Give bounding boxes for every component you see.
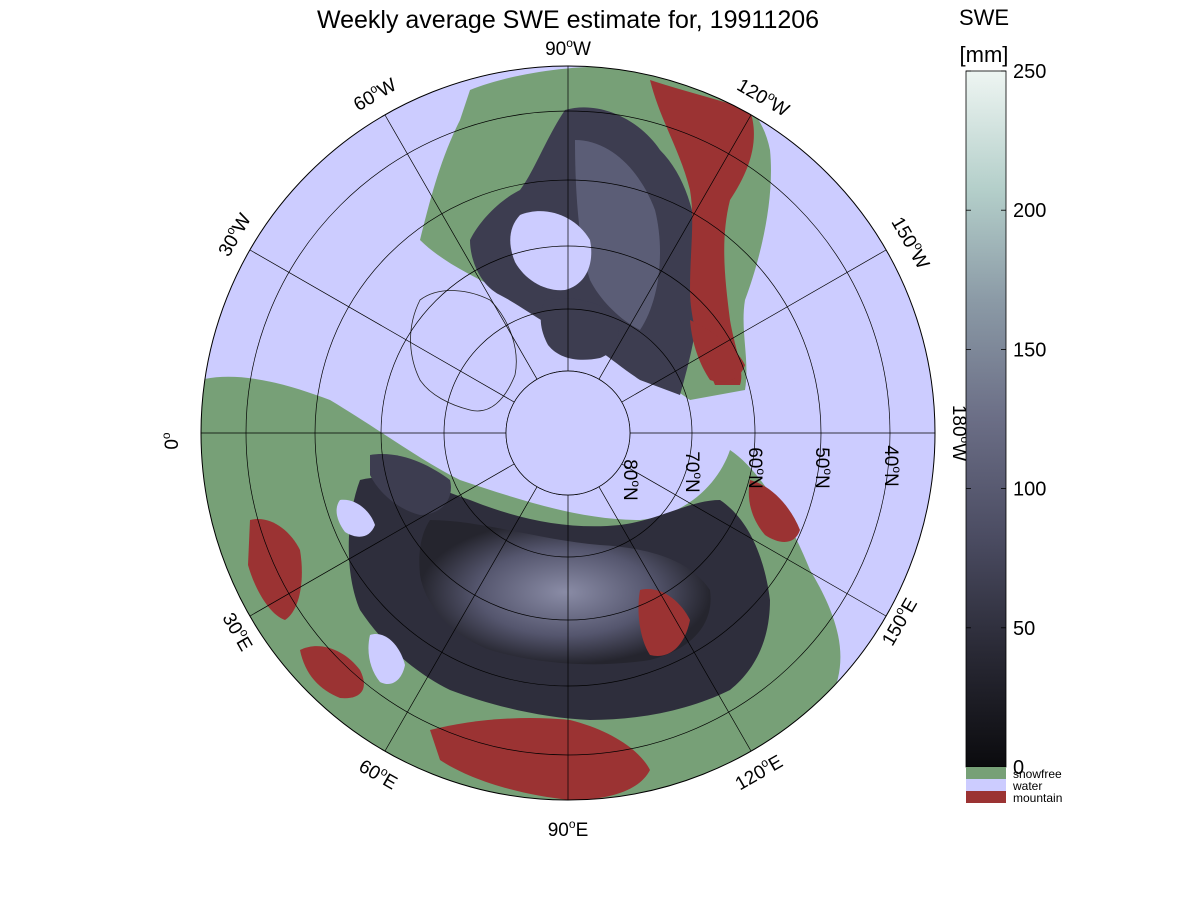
scandinavia-snow bbox=[370, 454, 451, 515]
alaska-mountain bbox=[690, 320, 745, 382]
longitude-labels: 90oW 120oW 150oW 180oW 150oE 120oE 90oE … bbox=[159, 36, 972, 841]
caucasus-mountain bbox=[300, 646, 364, 699]
category-label-water: water bbox=[1012, 779, 1042, 793]
greenland bbox=[410, 290, 517, 412]
colorbar-tick-label-50: 50 bbox=[1013, 618, 1035, 640]
category-swatch-snowfree bbox=[966, 767, 1006, 779]
colorbar-categories: snowfree water mountain bbox=[966, 767, 1062, 805]
colorbar-tick-label-0: 0 bbox=[1013, 757, 1024, 779]
caspian-sea bbox=[368, 634, 405, 685]
lat-label-80n: 80oN bbox=[619, 459, 643, 501]
category-label-snowfree: snowfree bbox=[1013, 767, 1062, 781]
lon-label-0: 0o bbox=[159, 432, 183, 450]
colorbar-tick-label-150: 150 bbox=[1013, 339, 1046, 361]
lon-label-60w: 60oW bbox=[349, 72, 401, 116]
siberia-mountain bbox=[638, 589, 690, 656]
lon-label-60e: 60oE bbox=[355, 753, 402, 794]
colorbar-title: SWE bbox=[959, 5, 1009, 30]
lat-label-70n: 70oN bbox=[681, 451, 705, 493]
colorbar-tick-label-250: 250 bbox=[1013, 61, 1046, 83]
colorbar: SWE [mm] 0 50 100 150 200 250 snowfree water … bbox=[959, 5, 1062, 805]
map-boundary bbox=[200, 65, 936, 801]
lon-label-180w: 180oW bbox=[948, 405, 972, 461]
polar-map bbox=[201, 66, 935, 800]
north-america-snow-light bbox=[575, 140, 660, 330]
colorbar-ticks: 0 50 100 150 200 250 bbox=[966, 61, 1046, 779]
alps-mountain bbox=[248, 519, 302, 620]
colorbar-tick-label-200: 200 bbox=[1013, 200, 1046, 222]
rockies-mountain bbox=[650, 80, 754, 385]
arctic-archipelago bbox=[540, 298, 619, 360]
lon-label-90e: 90oE bbox=[548, 817, 589, 841]
lat-label-60n: 60oN bbox=[744, 447, 768, 489]
latitude-labels: 80oN 70oN 60oN 50oN 40oN bbox=[619, 445, 904, 501]
colorbar-unit: [mm] bbox=[960, 42, 1009, 67]
himalaya-mountain bbox=[430, 718, 650, 800]
chart-title: Weekly average SWE estimate for, 1991120… bbox=[317, 6, 819, 34]
category-swatch-mountain bbox=[966, 791, 1006, 803]
polar-cap bbox=[505, 370, 631, 496]
eurasia-snow-light bbox=[419, 520, 711, 665]
lon-label-90w: 90oW bbox=[545, 36, 591, 60]
baltic-sea bbox=[336, 499, 375, 537]
hudson-bay bbox=[510, 211, 592, 291]
lat-label-40n: 40oN bbox=[880, 445, 904, 487]
lat-label-50n: 50oN bbox=[811, 447, 835, 489]
category-label-mountain: mountain bbox=[1013, 791, 1062, 805]
kamchatka-mountain bbox=[748, 480, 800, 542]
category-swatch-water bbox=[966, 779, 1006, 791]
colorbar-gradient bbox=[965, 70, 1007, 768]
colorbar-tick-label-100: 100 bbox=[1013, 479, 1046, 501]
